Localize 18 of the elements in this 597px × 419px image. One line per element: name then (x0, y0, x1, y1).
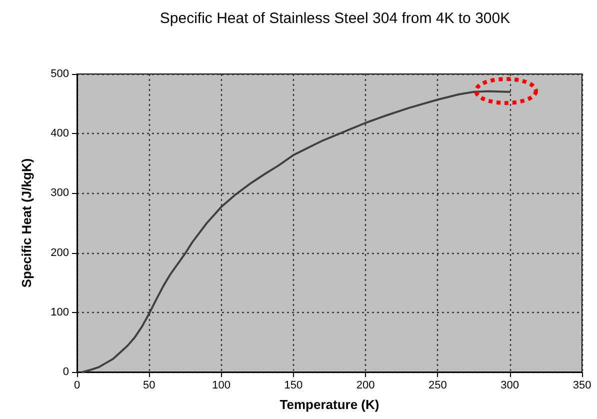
y-tick-label: 300 (50, 187, 69, 200)
chart-title: Specific Heat of Stainless Steel 304 from 4K to 300K (160, 10, 510, 27)
x-tick-label: 300 (500, 380, 520, 392)
x-tick-label: 100 (212, 380, 230, 392)
y-tick-label: 0 (62, 366, 69, 378)
y-tick-label: 500 (50, 68, 69, 80)
x-tick-label: 150 (284, 380, 303, 392)
y-tick-label: 200 (50, 246, 69, 259)
y-axis-title: Specific Heat (J/kgK) (19, 158, 34, 288)
x-tick-label: 50 (143, 380, 156, 392)
x-tick-label: 0 (74, 380, 80, 392)
x-tick-label: 200 (356, 380, 375, 392)
y-tick-label: 100 (50, 306, 69, 318)
line-series (82, 90, 511, 373)
x-tick-label: 350 (572, 380, 592, 392)
x-tick-label: 250 (428, 380, 447, 392)
y-tick-label: 400 (50, 128, 69, 140)
x-axis-title: Temperature (K) (280, 397, 380, 412)
